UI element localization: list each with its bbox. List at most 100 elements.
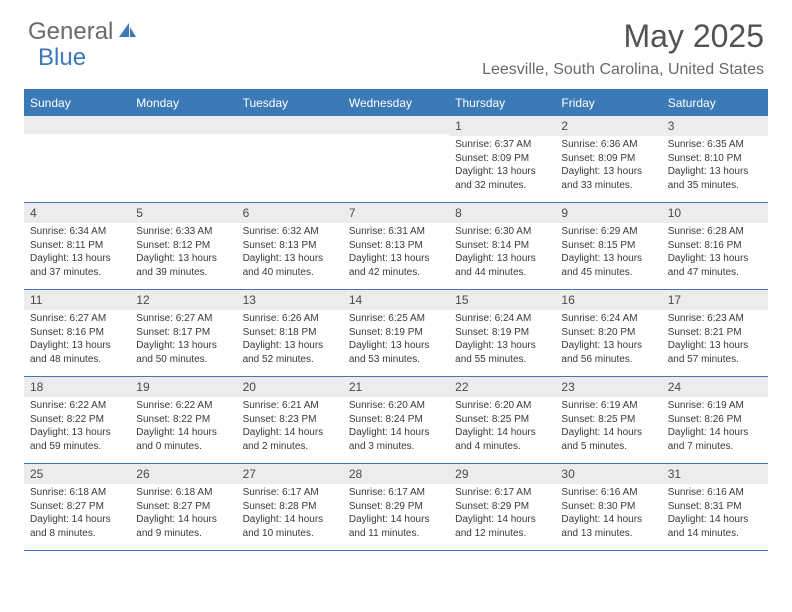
sunrise-text: Sunrise: 6:19 AM <box>561 399 655 413</box>
sunrise-text: Sunrise: 6:37 AM <box>455 138 549 152</box>
sunrise-text: Sunrise: 6:25 AM <box>349 312 443 326</box>
daylight-text: Daylight: 14 hours and 11 minutes. <box>349 513 443 540</box>
day-cell: 4Sunrise: 6:34 AMSunset: 8:11 PMDaylight… <box>24 203 130 289</box>
day-cell: 9Sunrise: 6:29 AMSunset: 8:15 PMDaylight… <box>555 203 661 289</box>
day-cell: 15Sunrise: 6:24 AMSunset: 8:19 PMDayligh… <box>449 290 555 376</box>
week-row: 4Sunrise: 6:34 AMSunset: 8:11 PMDaylight… <box>24 203 768 290</box>
sunrise-text: Sunrise: 6:35 AM <box>668 138 762 152</box>
day-cell: 1Sunrise: 6:37 AMSunset: 8:09 PMDaylight… <box>449 116 555 202</box>
daylight-text: Daylight: 14 hours and 12 minutes. <box>455 513 549 540</box>
day-header: Saturday <box>662 91 768 116</box>
day-body: Sunrise: 6:16 AMSunset: 8:30 PMDaylight:… <box>555 484 661 544</box>
sunrise-text: Sunrise: 6:18 AM <box>30 486 124 500</box>
daylight-text: Daylight: 14 hours and 4 minutes. <box>455 426 549 453</box>
daylight-text: Daylight: 13 hours and 55 minutes. <box>455 339 549 366</box>
day-number: 13 <box>237 290 343 310</box>
day-cell: 11Sunrise: 6:27 AMSunset: 8:16 PMDayligh… <box>24 290 130 376</box>
day-body: Sunrise: 6:26 AMSunset: 8:18 PMDaylight:… <box>237 310 343 370</box>
day-body: Sunrise: 6:20 AMSunset: 8:25 PMDaylight:… <box>449 397 555 457</box>
day-body: Sunrise: 6:22 AMSunset: 8:22 PMDaylight:… <box>24 397 130 457</box>
daylight-text: Daylight: 13 hours and 33 minutes. <box>561 165 655 192</box>
sunset-text: Sunset: 8:13 PM <box>349 239 443 253</box>
day-body: Sunrise: 6:36 AMSunset: 8:09 PMDaylight:… <box>555 136 661 196</box>
day-cell <box>237 116 343 202</box>
location-text: Leesville, South Carolina, United States <box>482 61 764 79</box>
day-number: 31 <box>662 464 768 484</box>
day-body <box>24 134 130 140</box>
daylight-text: Daylight: 13 hours and 59 minutes. <box>30 426 124 453</box>
day-cell: 25Sunrise: 6:18 AMSunset: 8:27 PMDayligh… <box>24 464 130 550</box>
day-number: 20 <box>237 377 343 397</box>
week-row: 25Sunrise: 6:18 AMSunset: 8:27 PMDayligh… <box>24 464 768 551</box>
day-body <box>130 134 236 140</box>
day-body: Sunrise: 6:19 AMSunset: 8:26 PMDaylight:… <box>662 397 768 457</box>
sunset-text: Sunset: 8:25 PM <box>561 413 655 427</box>
sunset-text: Sunset: 8:31 PM <box>668 500 762 514</box>
day-cell: 12Sunrise: 6:27 AMSunset: 8:17 PMDayligh… <box>130 290 236 376</box>
sunset-text: Sunset: 8:21 PM <box>668 326 762 340</box>
day-cell: 5Sunrise: 6:33 AMSunset: 8:12 PMDaylight… <box>130 203 236 289</box>
daylight-text: Daylight: 13 hours and 45 minutes. <box>561 252 655 279</box>
sunrise-text: Sunrise: 6:23 AM <box>668 312 762 326</box>
sunrise-text: Sunrise: 6:20 AM <box>455 399 549 413</box>
daylight-text: Daylight: 13 hours and 44 minutes. <box>455 252 549 279</box>
logo-text-blue: Blue <box>38 44 86 71</box>
sunrise-text: Sunrise: 6:16 AM <box>668 486 762 500</box>
sunset-text: Sunset: 8:09 PM <box>561 152 655 166</box>
day-number: 4 <box>24 203 130 223</box>
day-body: Sunrise: 6:17 AMSunset: 8:29 PMDaylight:… <box>343 484 449 544</box>
sunset-text: Sunset: 8:16 PM <box>30 326 124 340</box>
day-body: Sunrise: 6:28 AMSunset: 8:16 PMDaylight:… <box>662 223 768 283</box>
title-block: May 2025 Leesville, South Carolina, Unit… <box>482 18 764 79</box>
day-cell: 28Sunrise: 6:17 AMSunset: 8:29 PMDayligh… <box>343 464 449 550</box>
sunset-text: Sunset: 8:23 PM <box>243 413 337 427</box>
day-header: Thursday <box>449 91 555 116</box>
day-number: 1 <box>449 116 555 136</box>
day-number <box>237 116 343 134</box>
day-body: Sunrise: 6:27 AMSunset: 8:16 PMDaylight:… <box>24 310 130 370</box>
day-header: Tuesday <box>237 91 343 116</box>
day-body: Sunrise: 6:29 AMSunset: 8:15 PMDaylight:… <box>555 223 661 283</box>
day-number: 25 <box>24 464 130 484</box>
day-body: Sunrise: 6:27 AMSunset: 8:17 PMDaylight:… <box>130 310 236 370</box>
sunset-text: Sunset: 8:13 PM <box>243 239 337 253</box>
day-number: 16 <box>555 290 661 310</box>
day-number: 5 <box>130 203 236 223</box>
sunrise-text: Sunrise: 6:17 AM <box>243 486 337 500</box>
day-header: Monday <box>130 91 236 116</box>
day-number: 11 <box>24 290 130 310</box>
day-cell: 10Sunrise: 6:28 AMSunset: 8:16 PMDayligh… <box>662 203 768 289</box>
day-number: 2 <box>555 116 661 136</box>
sunset-text: Sunset: 8:15 PM <box>561 239 655 253</box>
sunset-text: Sunset: 8:25 PM <box>455 413 549 427</box>
day-body: Sunrise: 6:30 AMSunset: 8:14 PMDaylight:… <box>449 223 555 283</box>
sunrise-text: Sunrise: 6:17 AM <box>455 486 549 500</box>
sunset-text: Sunset: 8:14 PM <box>455 239 549 253</box>
day-body: Sunrise: 6:21 AMSunset: 8:23 PMDaylight:… <box>237 397 343 457</box>
sunset-text: Sunset: 8:22 PM <box>30 413 124 427</box>
day-body: Sunrise: 6:18 AMSunset: 8:27 PMDaylight:… <box>130 484 236 544</box>
day-cell: 30Sunrise: 6:16 AMSunset: 8:30 PMDayligh… <box>555 464 661 550</box>
day-body: Sunrise: 6:22 AMSunset: 8:22 PMDaylight:… <box>130 397 236 457</box>
day-cell: 18Sunrise: 6:22 AMSunset: 8:22 PMDayligh… <box>24 377 130 463</box>
day-cell: 19Sunrise: 6:22 AMSunset: 8:22 PMDayligh… <box>130 377 236 463</box>
day-cell: 24Sunrise: 6:19 AMSunset: 8:26 PMDayligh… <box>662 377 768 463</box>
day-number: 22 <box>449 377 555 397</box>
sunrise-text: Sunrise: 6:31 AM <box>349 225 443 239</box>
day-cell: 14Sunrise: 6:25 AMSunset: 8:19 PMDayligh… <box>343 290 449 376</box>
day-body: Sunrise: 6:17 AMSunset: 8:28 PMDaylight:… <box>237 484 343 544</box>
sunset-text: Sunset: 8:24 PM <box>349 413 443 427</box>
daylight-text: Daylight: 13 hours and 35 minutes. <box>668 165 762 192</box>
week-row: 18Sunrise: 6:22 AMSunset: 8:22 PMDayligh… <box>24 377 768 464</box>
day-header: Sunday <box>24 91 130 116</box>
daylight-text: Daylight: 13 hours and 50 minutes. <box>136 339 230 366</box>
day-cell: 13Sunrise: 6:26 AMSunset: 8:18 PMDayligh… <box>237 290 343 376</box>
day-header: Wednesday <box>343 91 449 116</box>
month-title: May 2025 <box>482 18 764 55</box>
daylight-text: Daylight: 13 hours and 42 minutes. <box>349 252 443 279</box>
day-number: 17 <box>662 290 768 310</box>
day-number: 18 <box>24 377 130 397</box>
day-cell: 26Sunrise: 6:18 AMSunset: 8:27 PMDayligh… <box>130 464 236 550</box>
daylight-text: Daylight: 14 hours and 8 minutes. <box>30 513 124 540</box>
sunrise-text: Sunrise: 6:32 AM <box>243 225 337 239</box>
